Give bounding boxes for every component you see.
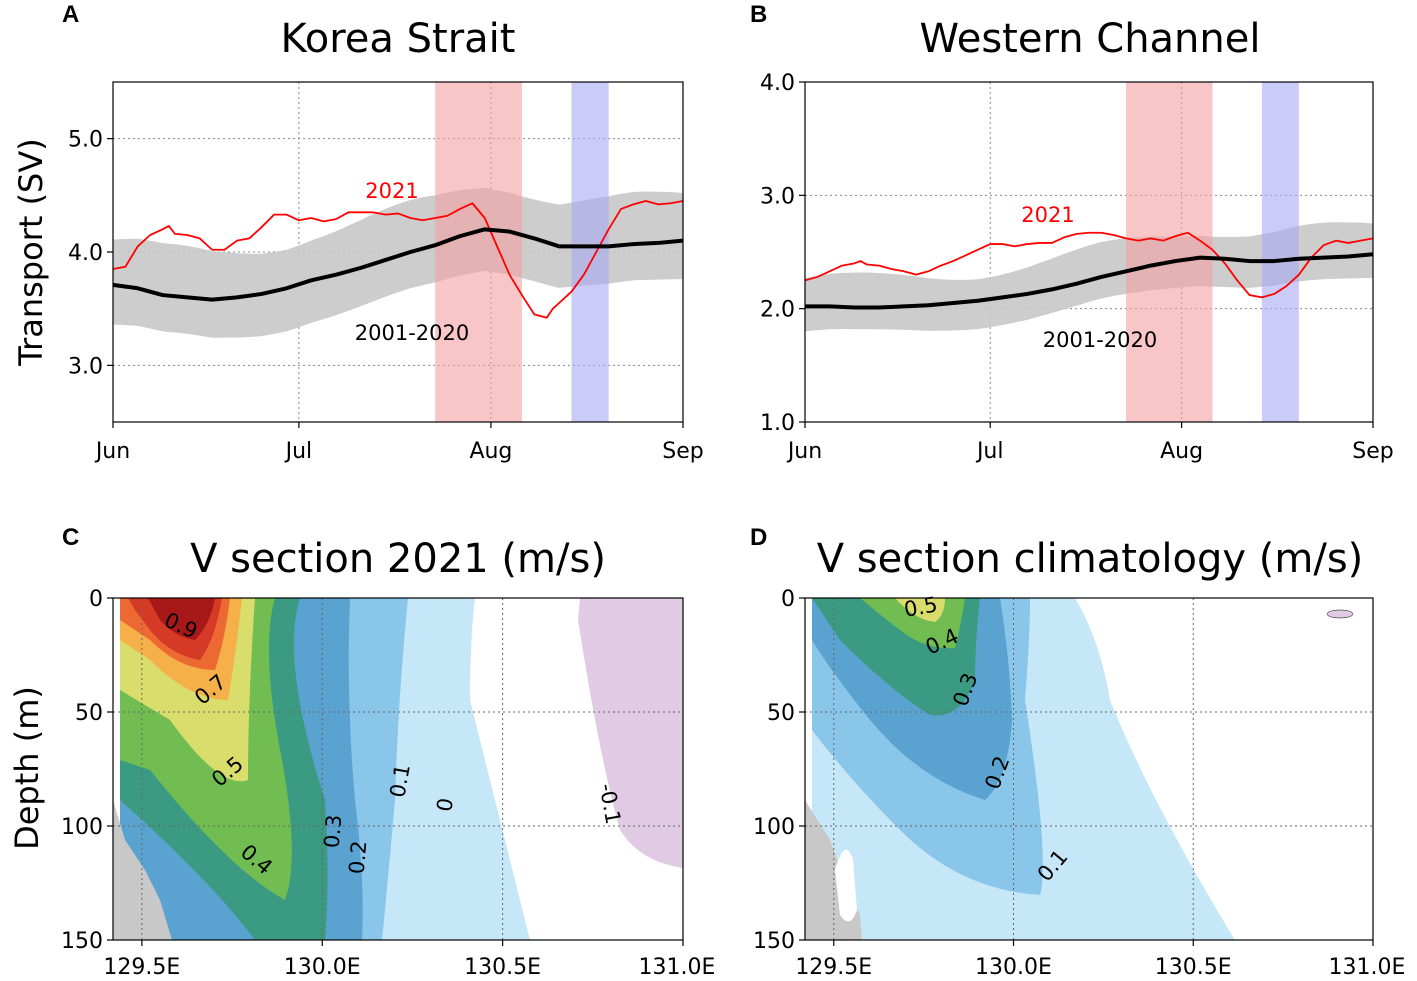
y-tick-label: 5.0: [68, 128, 103, 153]
contour-map-d: [805, 598, 1373, 940]
x-tick-label: 130.0E: [284, 955, 361, 980]
y-tick-label: 0: [89, 587, 103, 612]
x-tick-label: 130.0E: [975, 955, 1052, 980]
x-tick-label: 129.5E: [795, 955, 872, 980]
y-tick-label: 100: [61, 815, 103, 840]
x-tick-label: Sep: [662, 439, 703, 464]
y-tick-label: 50: [767, 701, 795, 726]
contour-map-c: [113, 598, 683, 940]
heatwave-period: [1126, 82, 1213, 422]
y-tick-label: 100: [753, 815, 795, 840]
y-tick-label: 0: [781, 587, 795, 612]
post-typhoon-period: [1261, 82, 1299, 422]
x-tick-label: Jun: [786, 439, 822, 464]
x-tick-label: 130.5E: [464, 955, 541, 980]
y-tick-label: 1.0: [760, 411, 795, 436]
post-typhoon-period: [571, 82, 609, 422]
plot-a: 2021 2001-2020 3.0 4.0 5.0 Jun Jul Aug Sep: [68, 81, 704, 464]
series-label: 2001-2020: [355, 321, 469, 345]
contour-label: 0: [432, 796, 458, 813]
series-line-2021: [804, 231, 1374, 299]
title-b: Western Channel: [920, 16, 1261, 62]
x-tick-label: Aug: [1160, 439, 1203, 464]
panel-letter-b: B: [750, 1, 767, 28]
series-label: 2001-2020: [1043, 328, 1157, 352]
series-label: 2021: [365, 179, 418, 203]
y-tick-label: 4.0: [68, 241, 103, 266]
y-tick-label: 2.0: [760, 298, 795, 323]
y-tick-label: 50: [75, 701, 103, 726]
x-tick-label: Sep: [1352, 439, 1393, 464]
x-tick-label: Jul: [975, 439, 1004, 464]
contour-label: 0.1: [385, 762, 414, 799]
x-tick-label: 131.0E: [639, 955, 716, 980]
panel-letter-c: C: [62, 524, 79, 551]
y-tick-label: 150: [61, 929, 103, 954]
x-tick-label: Jun: [94, 439, 130, 464]
heatwave-period: [435, 82, 522, 422]
series-line-2021: [112, 200, 684, 319]
y-tick-label: 150: [753, 929, 795, 954]
title-a: Korea Strait: [281, 16, 516, 62]
x-tick-label: 129.5E: [103, 955, 180, 980]
axes-frame: [804, 81, 1374, 423]
panel-letter-d: D: [750, 524, 767, 551]
x-tick-label: 131.0E: [1329, 955, 1406, 980]
contour-label: 0.3: [320, 814, 347, 849]
axes-frame: [804, 597, 1374, 941]
title-d: V section climatology (m/s): [817, 536, 1364, 582]
axes-frame: [112, 597, 684, 941]
ylabel-a: Transport (SV): [12, 138, 50, 367]
y-tick-label: 3.0: [68, 354, 103, 379]
x-tick-label: Jul: [284, 439, 313, 464]
title-c: V section 2021 (m/s): [190, 536, 606, 582]
ylabel-c: Depth (m): [8, 686, 46, 850]
plot-b: 2021 2001-2020 1.0 2.0 3.0 4.0 Jun Jul Aug Sep: [760, 71, 1394, 464]
series-label: 2021: [1021, 203, 1074, 227]
y-tick-label: 4.0: [760, 71, 795, 96]
x-tick-label: 130.5E: [1155, 955, 1232, 980]
contour-label: 0.5: [902, 592, 939, 621]
panel-letter-a: A: [62, 1, 79, 28]
series-line-2001-2020: [112, 227, 684, 302]
spread-band: [113, 187, 683, 338]
series-line-2001-2020: [805, 252, 1374, 310]
contour-label: 0.2: [345, 840, 372, 875]
x-tick-label: Aug: [469, 439, 512, 464]
y-tick-label: 3.0: [760, 184, 795, 209]
